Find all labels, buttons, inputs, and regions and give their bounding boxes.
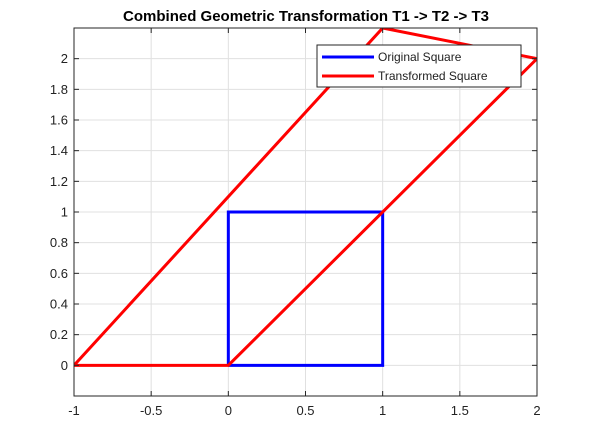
chart-title: Combined Geometric Transformation T1 -> … [123, 8, 489, 25]
y-tick-label: 2 [61, 51, 68, 66]
x-tick-label: -0.5 [140, 403, 162, 418]
y-tick-label: 1.4 [50, 143, 68, 158]
x-tick-label: 1.5 [451, 403, 469, 418]
y-tick-label: 1.6 [50, 113, 68, 128]
series-line-transformed-square [74, 28, 537, 367]
x-tick-label: 0.5 [296, 403, 314, 418]
x-tick-label: 2 [533, 403, 540, 418]
ticks: -1 -0.5 0 0.5 1 1.5 2 0 0.2 0.4 0.6 0.8 1 1.2 1.4 1.6 1.… [50, 28, 541, 418]
y-tick-label: 0 [61, 358, 68, 373]
legend-label-transformed-square: Transformed Square [378, 69, 488, 83]
legend: Original Square Transformed Square [316, 44, 522, 88]
y-tick-label: 0.8 [50, 235, 68, 250]
x-tick-label: -1 [68, 403, 80, 418]
y-tick-label: 1.8 [50, 82, 68, 97]
legend-label-original-square: Original Square [378, 50, 462, 64]
y-tick-label: 1.2 [50, 174, 68, 189]
y-tick-label: 0.2 [50, 327, 68, 342]
x-tick-label: 1 [379, 403, 386, 418]
y-tick-label: 0.6 [50, 266, 68, 281]
legend-box [316, 44, 522, 88]
x-tick-label: 0 [225, 403, 232, 418]
y-tick-label: 1 [61, 205, 68, 220]
series-layer [74, 28, 537, 367]
y-tick-label: 0.4 [50, 297, 68, 312]
